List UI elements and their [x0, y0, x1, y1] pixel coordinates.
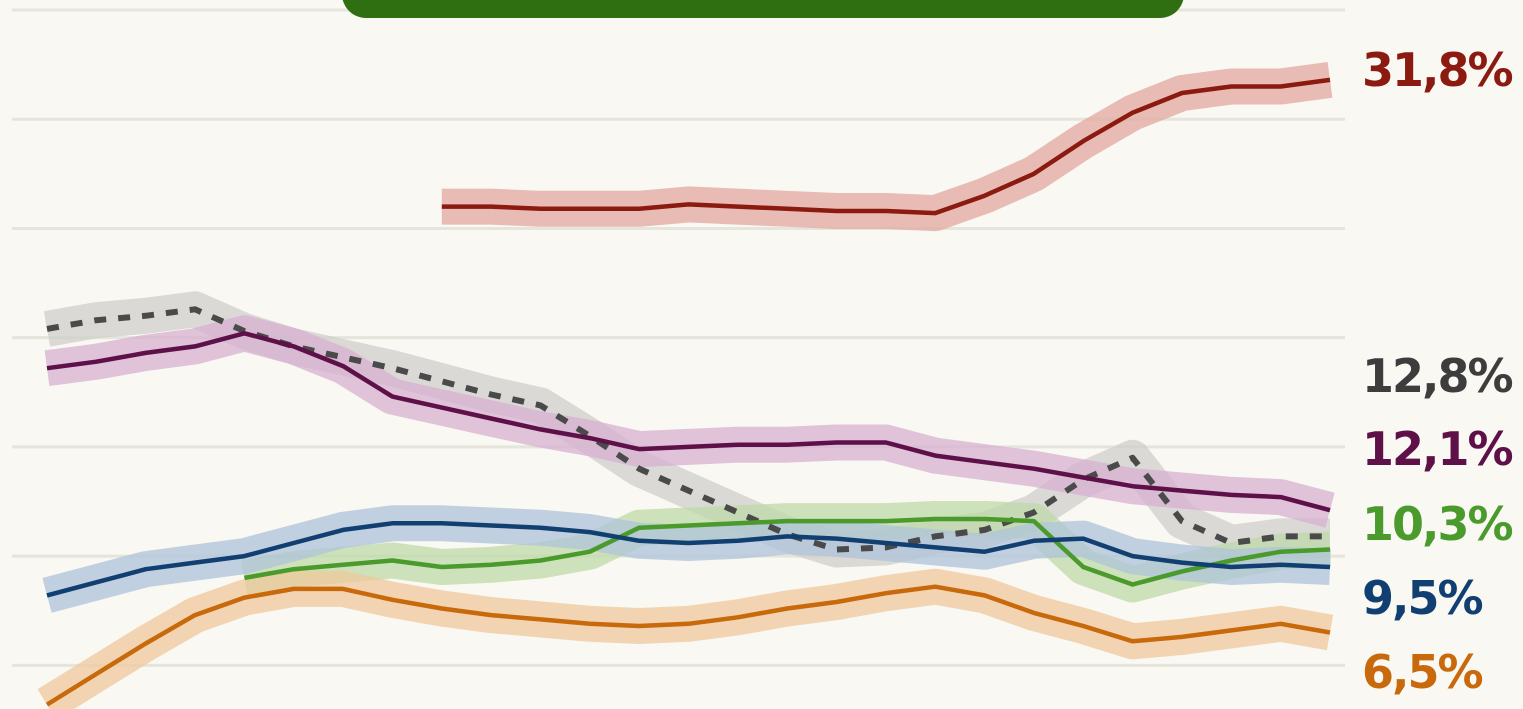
blue-series-line	[46, 521, 1331, 598]
red-confidence-band	[441, 62, 1333, 232]
red-end-label: 31,8%	[1362, 43, 1512, 97]
confidence-bands	[37, 62, 1335, 709]
purple-end-label: 12,1%	[1362, 422, 1512, 476]
red-series-line	[441, 77, 1331, 216]
green-end-label: 10,3%	[1362, 497, 1512, 551]
grey-end-label: 12,8%	[1362, 349, 1512, 403]
end-labels: 31,8% 12,8% 12,1% 10,3% 9,5% 6,5%	[1362, 43, 1514, 699]
blue-end-label: 9,5%	[1362, 571, 1482, 625]
series-lines	[45, 77, 1331, 707]
purple-series-line	[46, 331, 1331, 513]
orange-series-line	[45, 584, 1331, 707]
green-series-line	[244, 516, 1331, 587]
orange-confidence-band	[37, 568, 1334, 709]
orange-end-label: 6,5%	[1362, 645, 1482, 699]
header-banner	[342, 0, 1184, 18]
